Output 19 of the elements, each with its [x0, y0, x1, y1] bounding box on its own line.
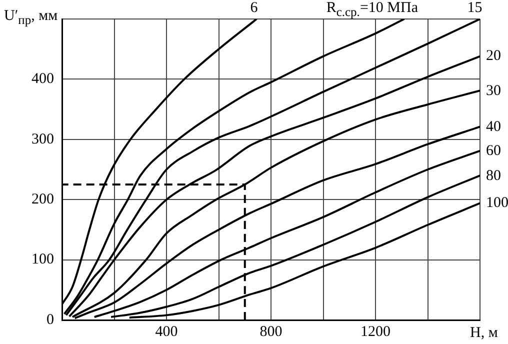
x-tick-label: 1200: [360, 324, 390, 340]
x-tick-label: 400: [155, 324, 178, 340]
x-tick-label: 800: [260, 324, 282, 340]
series-label: 30: [486, 82, 501, 100]
series-label: 80: [486, 166, 501, 185]
x-axis-title: H, м: [470, 324, 498, 342]
series-label: 15: [467, 0, 482, 17]
y-tick-label: 100: [32, 252, 54, 268]
series-label: 60: [486, 142, 501, 160]
series-label: 20: [486, 47, 501, 66]
series-label: 100: [486, 194, 508, 212]
y-tick-label: 300: [32, 131, 54, 148]
y-tick-label: 0: [46, 312, 54, 328]
y-tick-label: 200: [32, 192, 54, 208]
series-label: R$_{с.ср.}$=10 МПа: [326, 0, 418, 21]
y-tick-label: 400: [32, 71, 54, 88]
series-label: 40: [486, 118, 501, 136]
y-axis-title: U′$_{пр}$, мм: [4, 7, 58, 29]
series-label: 6: [250, 0, 258, 17]
